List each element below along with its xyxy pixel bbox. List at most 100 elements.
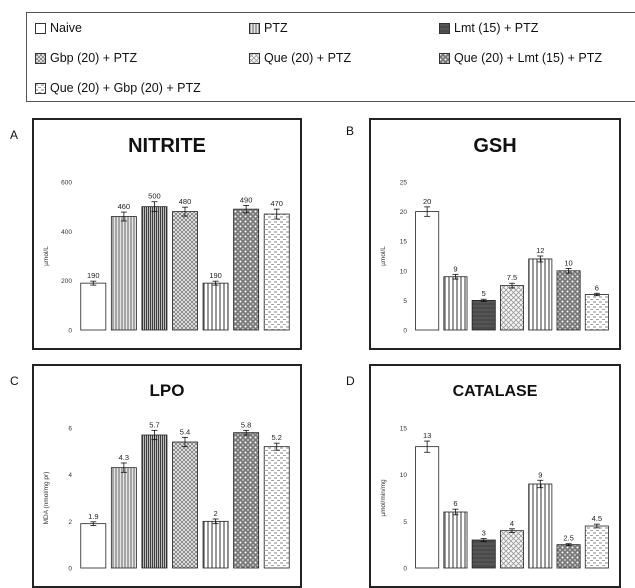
y-tick-label: 15 [400,239,408,246]
chart-legend: Naive PTZ Lmt (15) + PTZ Gbp (20) + PTZ … [26,12,635,102]
bar [263,446,290,569]
bar [443,511,468,569]
bar [202,282,229,331]
bar [172,211,198,331]
y-tick-label: 5 [403,519,407,526]
data-label: 4 [510,519,514,528]
legend-label: PTZ [264,21,288,35]
bar [141,434,168,569]
legend-swatch [439,22,450,34]
data-label: 10 [564,258,572,267]
data-label: 1.9 [88,512,98,521]
legend-label: Gbp (20) + PTZ [50,51,138,65]
data-label: 7.5 [507,273,517,282]
legend-swatch [35,52,46,64]
nitrite-chart: NITRITE µmol/L 0 200 400 600 190 460 500 480 190 49… [43,135,290,335]
bar [471,299,496,331]
y-axis-label: µmol/L [43,246,50,266]
legend-swatch [35,22,46,34]
data-label: 500 [148,192,161,201]
lpo-chart: LPO MDA (nmol/mg pr) 0 2 4 6 1.9 4.3 5.7 5.4 2 5.8 5… [43,381,290,573]
data-label: 490 [240,195,253,204]
legend-label: Naive [50,21,82,35]
bar [443,276,468,331]
legend-item: PTZ [249,21,288,35]
data-label: 5.2 [271,433,281,442]
data-label: 5 [482,289,486,298]
bar [233,208,260,331]
data-label: 4.5 [592,514,602,523]
legend-swatch [439,52,450,64]
bar [263,213,290,331]
chart-title: GSH [473,135,516,157]
legend-label: Lmt (15) + PTZ [454,21,539,35]
data-label: 20 [423,197,431,206]
bar [202,520,229,569]
y-axis-label: µmol/L [380,246,387,266]
bar [500,285,524,331]
bar [528,483,553,569]
legend-item: Lmt (15) + PTZ [439,21,538,35]
data-label: 2.5 [563,534,573,543]
legend-item: Gbp (20) + PTZ [35,51,137,65]
y-tick-label: 5 [403,298,407,305]
gsh-chart: GSH µmol/L 0 5 10 15 20 25 20 9 5 7.5 12 10 6 [380,135,609,335]
chart-title: CATALASE [453,383,538,400]
data-label: 190 [87,271,100,280]
y-tick-label: 20 [400,209,408,216]
bar [556,544,581,569]
chart-title: NITRITE [128,135,206,157]
y-tick-label: 6 [68,426,72,433]
y-tick-label: 15 [400,426,408,433]
y-tick-label: 4 [68,472,72,479]
y-tick-label: 0 [68,328,72,335]
data-label: 5.4 [180,427,190,436]
chart-title: LPO [150,381,185,400]
y-tick-label: 10 [400,472,408,479]
y-tick-label: 0 [403,328,407,335]
y-tick-label: 2 [68,519,72,526]
catalase-chart-panel: CATALASE µmol/min/mg 0 5 10 15 13 6 3 4 9 2.5 4.5 [369,364,621,588]
legend-label: Que (20) + Lmt (15) + PTZ [454,51,602,65]
legend-item: Naive [35,21,82,35]
data-label: 5.7 [149,420,159,429]
y-tick-label: 10 [400,268,408,275]
legend-item: Que (20) + Gbp (20) + PTZ [35,81,201,95]
data-label: 6 [453,499,457,508]
bar [584,294,609,331]
data-label: 2 [213,509,217,518]
catalase-chart: CATALASE µmol/min/mg 0 5 10 15 13 6 3 4 9 2.5 4.5 [380,383,609,573]
bar [415,446,440,569]
bar [110,216,137,331]
panel-letter-b: B [346,124,355,138]
data-label: 460 [118,202,131,211]
data-label: 13 [423,431,431,440]
data-label: 480 [179,197,192,206]
bar [528,258,553,331]
data-label: 3 [482,529,486,538]
bar [172,441,198,569]
y-tick-label: 0 [68,566,72,573]
bar [584,525,609,569]
data-label: 190 [209,271,222,280]
y-tick-label: 0 [403,566,407,573]
panel-letter-a: A [10,128,19,142]
legend-label: Que (20) + PTZ [264,51,352,65]
panel-letter-d: D [346,374,355,388]
bar [80,282,107,331]
data-label: 9 [453,264,457,273]
data-label: 4.3 [119,453,129,462]
data-label: 12 [536,246,544,255]
data-label: 6 [595,283,599,292]
y-tick-label: 400 [61,229,72,236]
bar [110,467,137,569]
bar [80,523,107,569]
legend-label: Que (20) + Gbp (20) + PTZ [50,81,201,95]
legend-swatch [249,52,260,64]
bar [141,206,168,331]
y-axis-label: µmol/min/mg [380,479,387,517]
bar [500,530,524,569]
y-axis-label: MDA (nmol/mg pr) [43,472,50,525]
y-tick-label: 200 [61,278,72,285]
data-label: 470 [270,199,283,208]
